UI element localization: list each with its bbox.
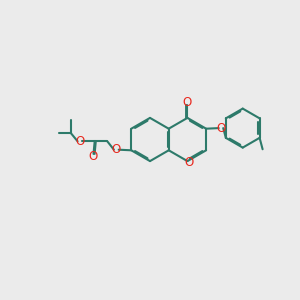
Text: O: O [75,135,85,148]
Text: O: O [216,122,225,135]
Text: O: O [89,150,98,164]
Text: O: O [112,143,121,156]
Text: O: O [183,96,192,109]
Text: O: O [184,156,194,169]
